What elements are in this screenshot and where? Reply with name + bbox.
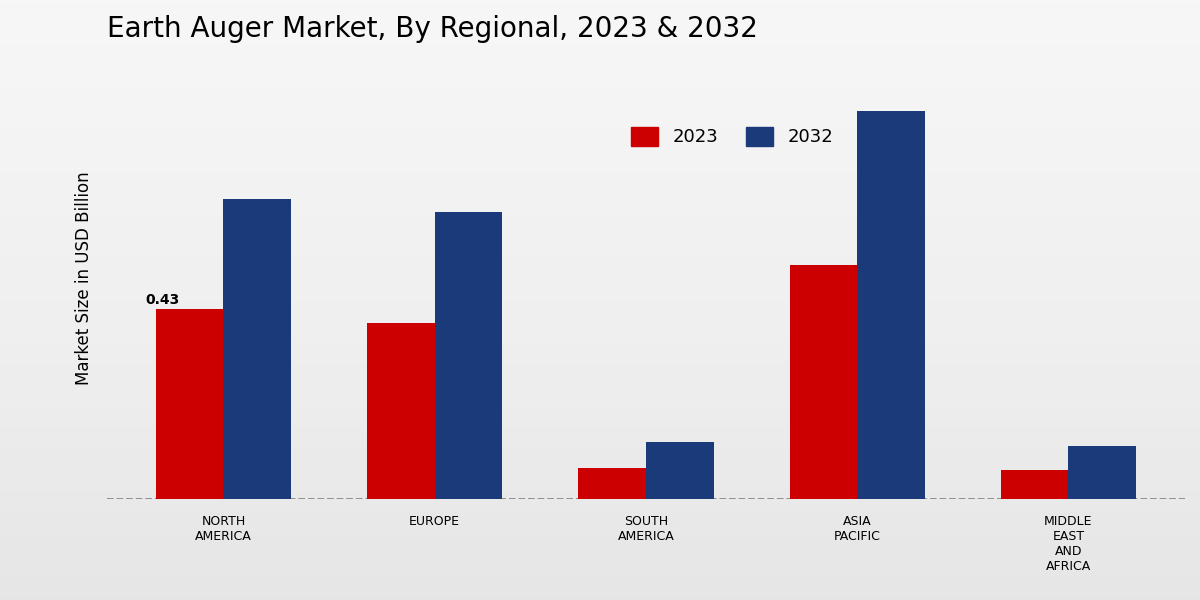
- Bar: [434, 212, 503, 499]
- Text: 0.43: 0.43: [145, 293, 179, 307]
- Bar: [1068, 446, 1136, 499]
- Text: Earth Auger Market, By Regional, 2023 & 2032: Earth Auger Market, By Regional, 2023 & …: [107, 15, 757, 43]
- Y-axis label: Market Size in USD Billion: Market Size in USD Billion: [74, 172, 94, 385]
- Bar: [156, 310, 223, 499]
- Bar: [367, 323, 434, 499]
- Legend: 2023, 2032: 2023, 2032: [624, 120, 840, 154]
- Bar: [790, 265, 857, 499]
- Bar: [857, 111, 925, 499]
- Bar: [646, 442, 714, 499]
- Bar: [223, 199, 292, 499]
- Bar: [1001, 470, 1068, 499]
- Bar: [578, 468, 646, 499]
